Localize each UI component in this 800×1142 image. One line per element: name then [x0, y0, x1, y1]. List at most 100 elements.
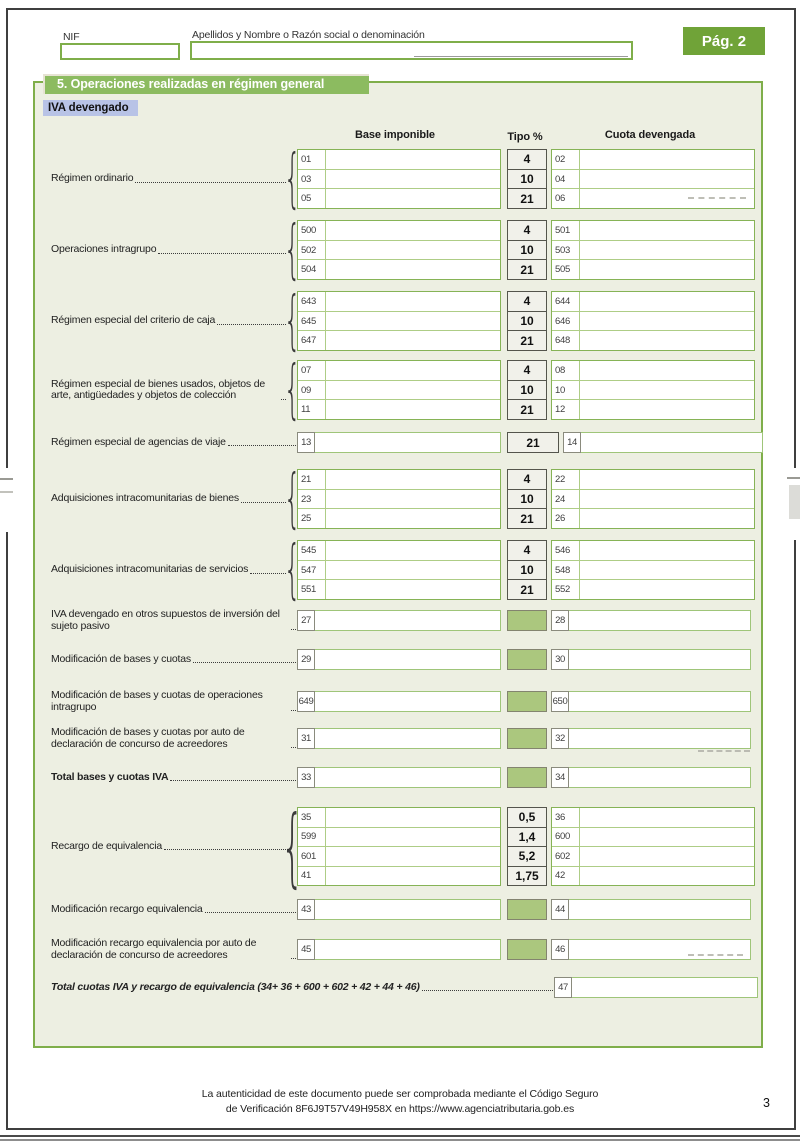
- cuota-row: 503: [552, 239, 754, 260]
- base-row: 41: [298, 865, 500, 885]
- input-field-26[interactable]: [580, 509, 754, 529]
- base-row: 599: [298, 826, 500, 846]
- input-field-552[interactable]: [580, 580, 754, 600]
- base-row: 01: [298, 150, 500, 169]
- input-field-546[interactable]: [580, 541, 754, 560]
- input-field-41[interactable]: [326, 866, 500, 885]
- input-field-35[interactable]: [326, 808, 500, 827]
- base-row: 03: [298, 168, 500, 189]
- input-field-505[interactable]: [580, 260, 754, 280]
- field-code-09: 09: [298, 380, 326, 400]
- input-field-14[interactable]: [581, 432, 763, 453]
- input-field-646[interactable]: [580, 311, 754, 331]
- input-field-45[interactable]: [315, 939, 501, 960]
- input-field-649[interactable]: [315, 691, 501, 712]
- input-field-21[interactable]: [326, 470, 500, 489]
- field-code-26: 26: [552, 509, 580, 529]
- input-field-601[interactable]: [326, 847, 500, 866]
- input-field-504[interactable]: [326, 260, 500, 280]
- input-field-545[interactable]: [326, 541, 500, 560]
- tipo-cell-645: 10: [507, 310, 547, 332]
- input-field-599[interactable]: [326, 827, 500, 846]
- row-label: Total bases y cuotas IVA: [51, 771, 297, 784]
- name-input[interactable]: [190, 41, 633, 60]
- form-group-agencias-de-viaje: Régimen especial de agencias de viaje 13 2…: [37, 432, 763, 453]
- input-field-12[interactable]: [580, 400, 754, 420]
- input-field-30[interactable]: [569, 649, 751, 670]
- input-field-648[interactable]: [580, 331, 754, 351]
- input-field-548[interactable]: [580, 560, 754, 580]
- input-field-31[interactable]: [315, 728, 501, 749]
- input-field-36[interactable]: [580, 808, 754, 827]
- form-group-modificacion-bases-cuotas: Modificación de bases y cuotas 29 30: [37, 649, 763, 670]
- input-field-05[interactable]: [326, 189, 500, 209]
- input-field-500[interactable]: [326, 221, 500, 240]
- cuota-row: 546: [552, 541, 754, 560]
- input-field-13[interactable]: [315, 432, 501, 453]
- input-field-551[interactable]: [326, 580, 500, 600]
- field-code-25: 25: [298, 509, 326, 529]
- field-code-24: 24: [552, 489, 580, 509]
- nif-input[interactable]: [60, 43, 180, 60]
- tipo-cell-599: 1,4: [507, 826, 547, 847]
- input-field-08[interactable]: [580, 361, 754, 380]
- input-field-06[interactable]: [580, 189, 754, 209]
- field-code-643: 643: [298, 292, 326, 311]
- base-row: 545: [298, 541, 500, 560]
- field-code-10: 10: [552, 380, 580, 400]
- field-code-504: 504: [298, 260, 326, 280]
- input-field-644[interactable]: [580, 292, 754, 311]
- field-code-36: 36: [552, 808, 580, 827]
- tipo-cell-41: 1,75: [507, 865, 547, 886]
- redaction-artifact: [688, 954, 743, 956]
- base-row: 502: [298, 239, 500, 260]
- field-code-505: 505: [552, 260, 580, 280]
- input-field-23[interactable]: [326, 489, 500, 509]
- input-field-09[interactable]: [326, 380, 500, 400]
- input-field-46[interactable]: [569, 939, 751, 960]
- tipo-cell-21: 4: [507, 469, 547, 490]
- input-field-02[interactable]: [580, 150, 754, 169]
- input-field-03[interactable]: [326, 169, 500, 189]
- tipo-green-box: [507, 610, 547, 631]
- input-field-27[interactable]: [315, 610, 501, 631]
- input-field-28[interactable]: [569, 610, 751, 631]
- input-field-01[interactable]: [326, 150, 500, 169]
- input-field-43[interactable]: [315, 899, 501, 920]
- input-field-503[interactable]: [580, 240, 754, 260]
- dotted-leader: [163, 849, 286, 851]
- input-field-33[interactable]: [315, 767, 501, 788]
- input-field-24[interactable]: [580, 489, 754, 509]
- dotted-leader: [158, 252, 286, 254]
- input-field-07[interactable]: [326, 361, 500, 380]
- cuota-devengada-group: 22 24 26: [551, 469, 755, 529]
- input-field-502[interactable]: [326, 240, 500, 260]
- input-field-643[interactable]: [326, 292, 500, 311]
- input-field-602[interactable]: [580, 847, 754, 866]
- input-field-650[interactable]: [569, 691, 751, 712]
- input-field-29[interactable]: [315, 649, 501, 670]
- dotted-leader: [192, 662, 296, 664]
- row-label: IVA devengado en otros supuestos de inve…: [51, 608, 297, 632]
- input-field-10[interactable]: [580, 380, 754, 400]
- input-field-647[interactable]: [326, 331, 500, 351]
- dotted-leader: [291, 747, 296, 748]
- input-field-547[interactable]: [326, 560, 500, 580]
- input-field-32[interactable]: [569, 728, 751, 749]
- input-field-42[interactable]: [580, 866, 754, 885]
- input-field-44[interactable]: [569, 899, 751, 920]
- input-field-22[interactable]: [580, 470, 754, 489]
- input-field-34[interactable]: [569, 767, 751, 788]
- field-code-45: 45: [297, 939, 315, 960]
- base-row: 05: [298, 188, 500, 209]
- input-field-11[interactable]: [326, 400, 500, 420]
- input-field-25[interactable]: [326, 509, 500, 529]
- input-field-04[interactable]: [580, 169, 754, 189]
- input-field-645[interactable]: [326, 311, 500, 331]
- redaction-artifact: [414, 56, 628, 57]
- input-field-600[interactable]: [580, 827, 754, 846]
- input-field-47[interactable]: [572, 977, 758, 998]
- field-code-23: 23: [298, 489, 326, 509]
- input-field-501[interactable]: [580, 221, 754, 240]
